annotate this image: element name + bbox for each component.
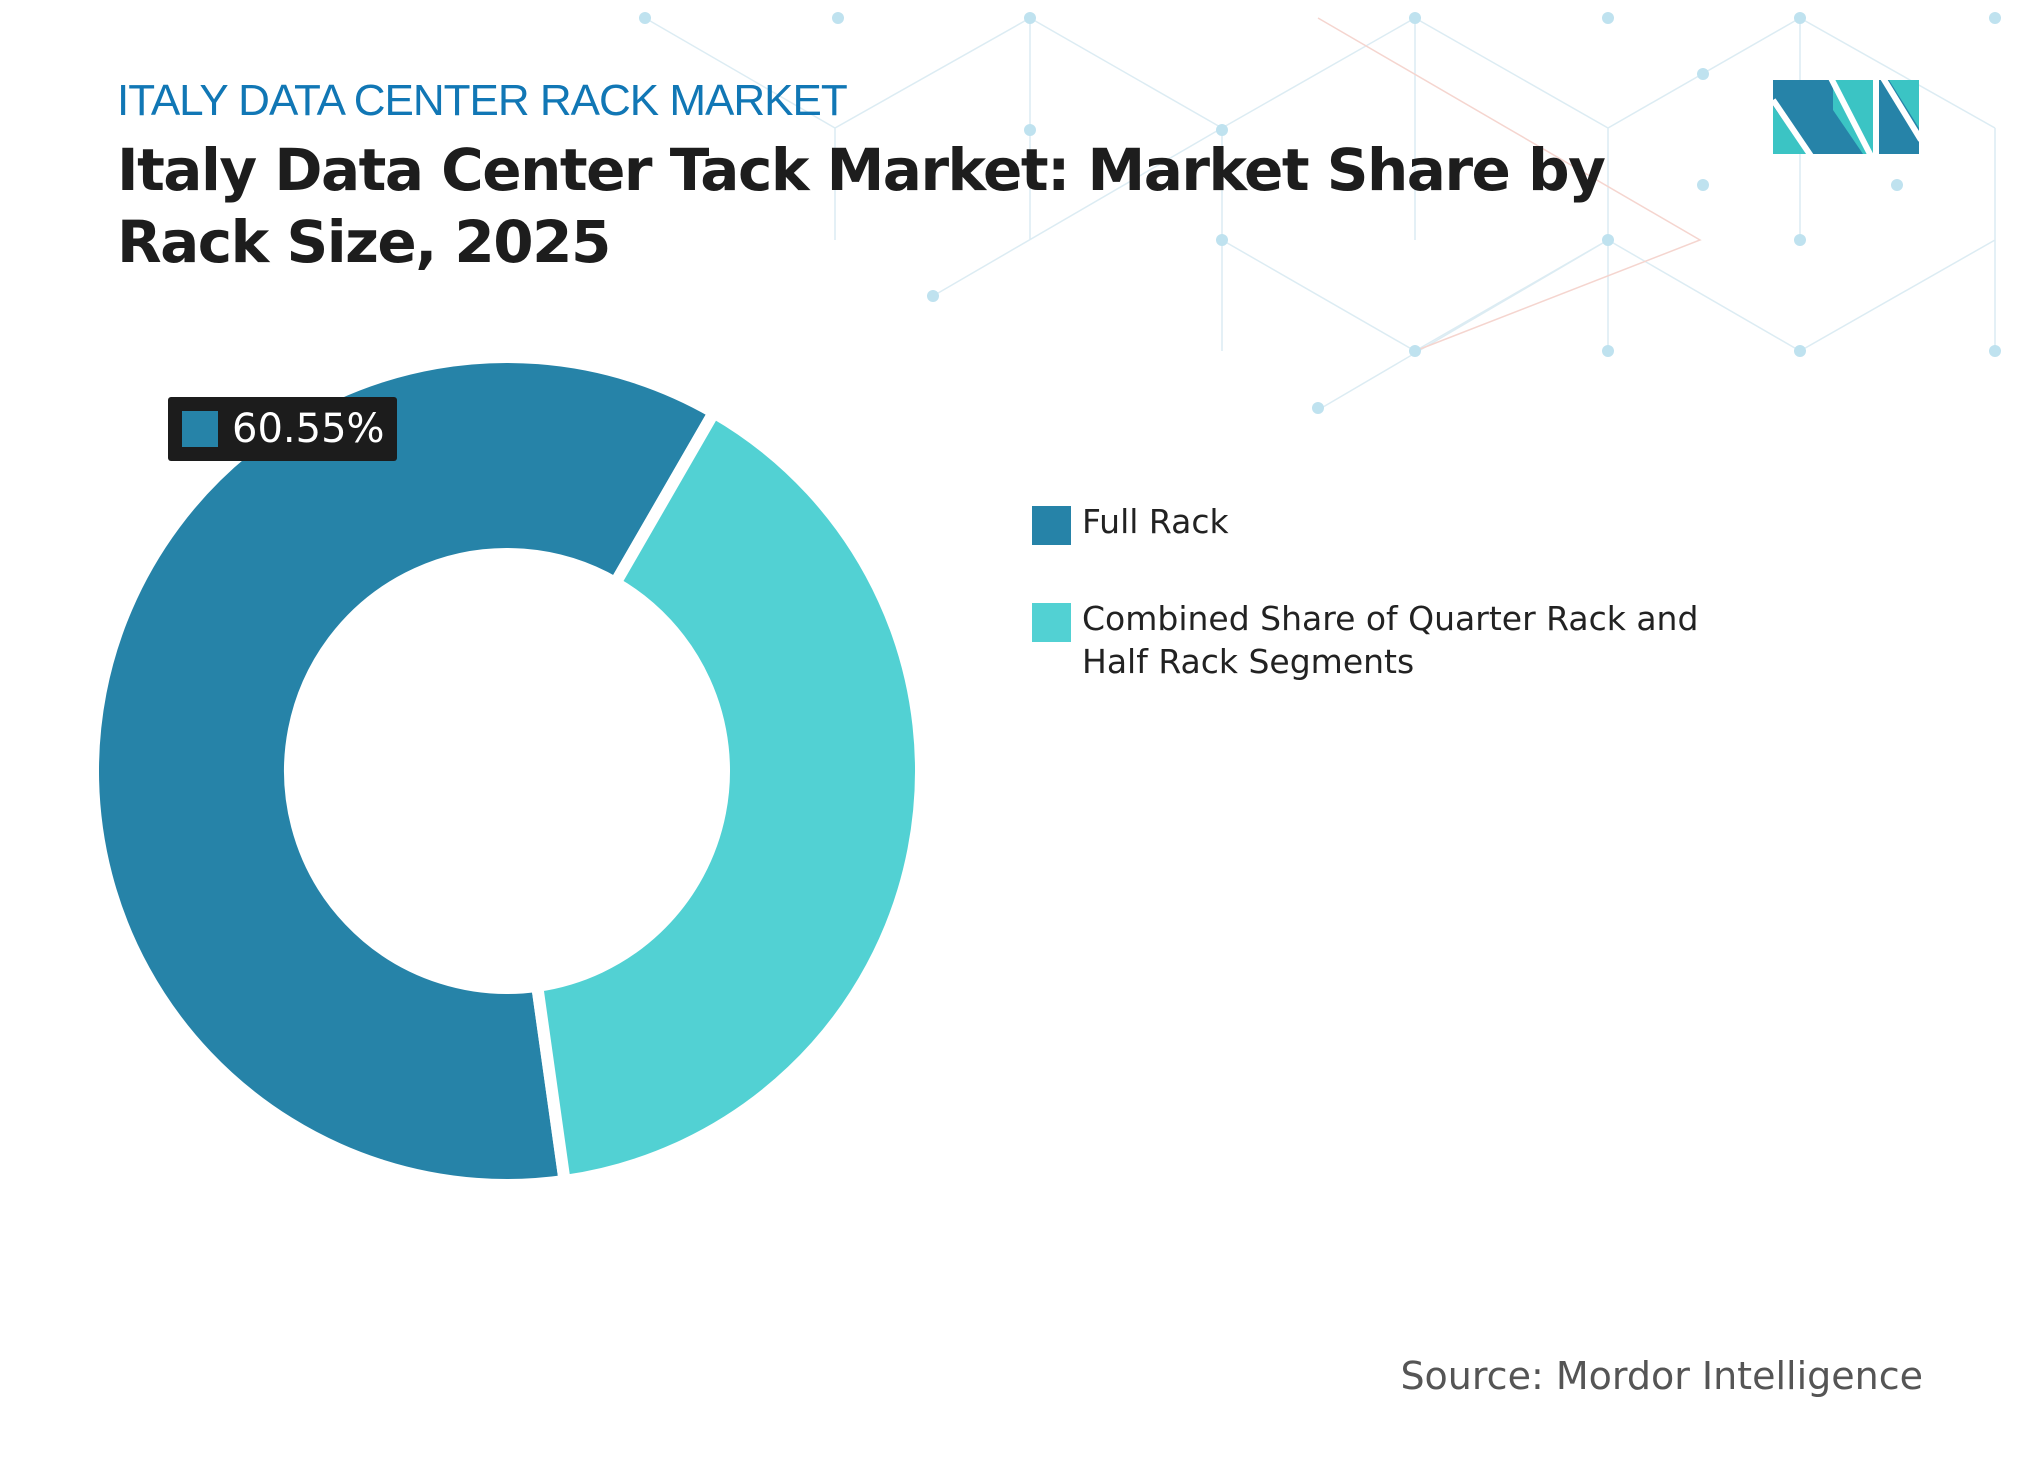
legend-item-full-rack: Full Rack — [1032, 500, 1702, 545]
donut-slice-full-rack — [87, 351, 723, 1191]
background-network-pattern — [639, 12, 2001, 414]
data-label-full-rack: 60.55% — [168, 397, 397, 461]
legend-swatch — [1032, 506, 1071, 545]
legend: Full Rack Combined Share of Quarter Rack… — [1032, 500, 1702, 735]
legend-swatch — [1032, 603, 1071, 642]
mordor-intelligence-logo — [1773, 80, 1919, 154]
data-label-text: 60.55% — [232, 406, 385, 452]
legend-label: Full Rack — [1082, 502, 1229, 541]
chart-kicker: ITALY DATA CENTER RACK MARKET — [117, 76, 848, 125]
data-label-swatch — [182, 411, 218, 447]
chart-title: Italy Data Center Tack Market: Market Sh… — [117, 136, 1606, 276]
donut-chart — [87, 351, 927, 1191]
legend-item-quarter-half-rack: Combined Share of Quarter Rack and Half … — [1032, 597, 1702, 683]
legend-label: Combined Share of Quarter Rack and Half … — [1082, 599, 1699, 681]
donut-slice-quarter-half-rack — [530, 404, 927, 1188]
source-note: Source: Mordor Intelligence — [1400, 1354, 1923, 1398]
